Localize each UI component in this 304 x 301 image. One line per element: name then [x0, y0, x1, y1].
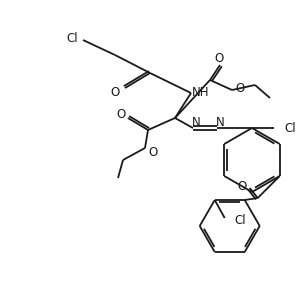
- Text: Cl: Cl: [284, 122, 295, 135]
- Text: NH: NH: [192, 85, 210, 98]
- Text: Cl: Cl: [66, 33, 78, 45]
- Text: O: O: [214, 52, 224, 66]
- Text: O: O: [237, 179, 246, 193]
- Text: O: O: [235, 82, 245, 95]
- Text: N: N: [216, 116, 224, 129]
- Text: Cl: Cl: [235, 213, 246, 227]
- Text: O: O: [148, 145, 158, 159]
- Text: O: O: [116, 107, 126, 120]
- Text: O: O: [110, 85, 120, 98]
- Text: N: N: [192, 116, 200, 129]
